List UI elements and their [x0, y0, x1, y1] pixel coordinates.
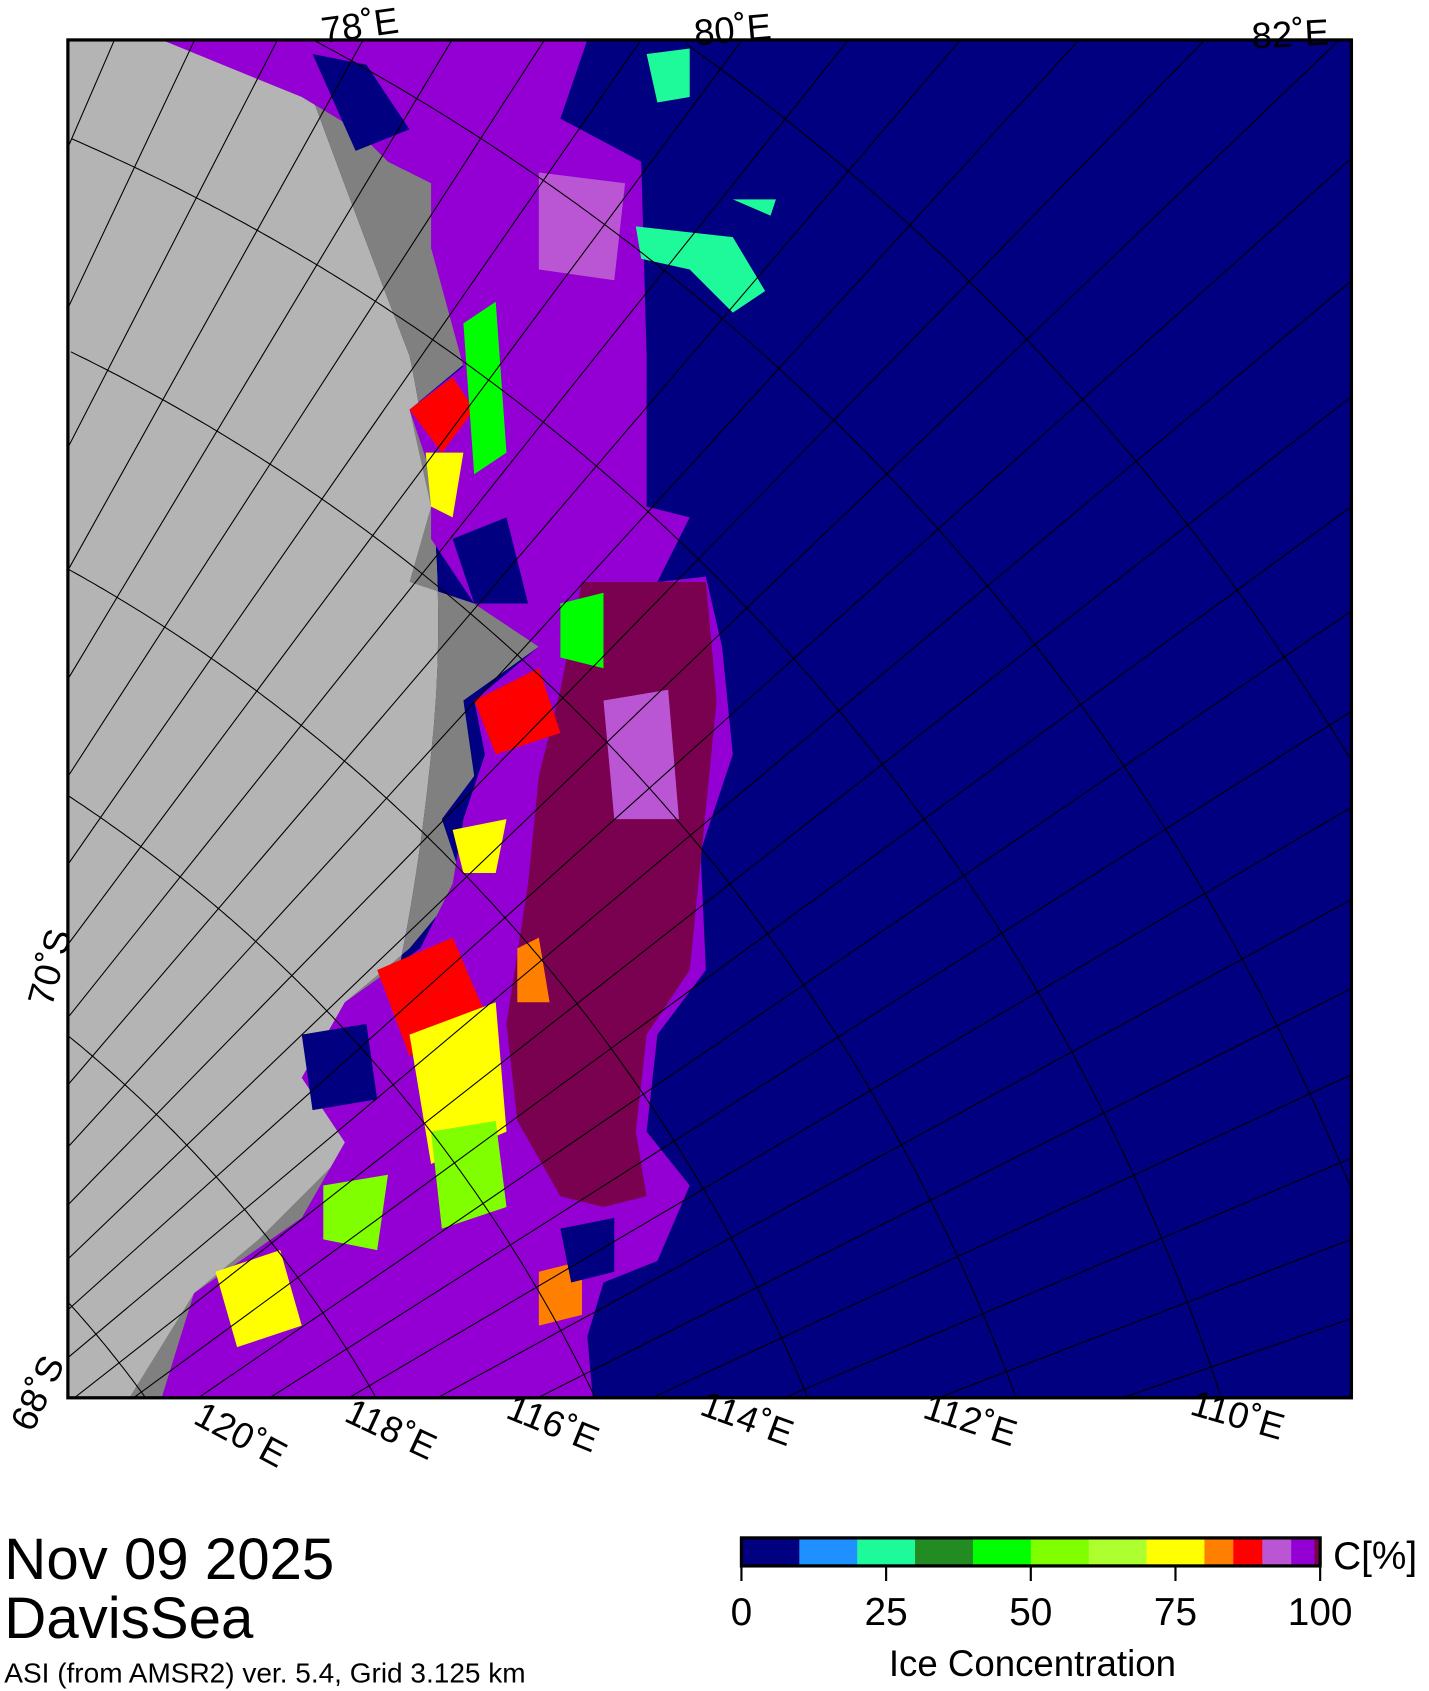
meridian-line — [537, 988, 1352, 1398]
parallel-line — [314, 40, 1352, 1189]
meridian-line — [938, 1238, 1352, 1398]
meridian-line — [133, 506, 1352, 1398]
marginal-ice-patches — [215, 48, 776, 1348]
meridian-line — [67, 39, 743, 945]
graticule — [67, 39, 1352, 1398]
meridian-line — [437, 899, 1352, 1398]
meridian-line — [67, 39, 1206, 1206]
colorbar-bin — [1146, 1537, 1205, 1566]
meridian-line — [67, 39, 278, 448]
meridian-line — [67, 39, 196, 309]
meridian-line — [67, 39, 1080, 1148]
meridian-line — [651, 1074, 1352, 1398]
meridian-line — [197, 610, 1352, 1398]
colorbar-ticks: 0 25 50 75 100 — [731, 1565, 1353, 1634]
meridian-line — [74, 396, 1352, 1398]
parallel-line — [68, 568, 808, 1397]
colorbar-tick-label: 100 — [1288, 1591, 1353, 1634]
colorbar-tick-label: 75 — [1154, 1591, 1197, 1634]
ice-shelf — [129, 39, 539, 1398]
colorbar-bin — [1204, 1537, 1234, 1566]
colorbar-bin — [1262, 1537, 1292, 1566]
colorbar-bin — [1233, 1537, 1263, 1566]
colorbar — [741, 1537, 1321, 1566]
meridian-line — [67, 39, 849, 1018]
meridian-line — [67, 39, 1340, 1260]
meridian-line — [348, 806, 1352, 1398]
date-title: Nov 09 2025 — [4, 1527, 334, 1592]
meridian-line — [67, 39, 642, 865]
colorbar-tick-label: 0 — [731, 1591, 753, 1634]
lon-labels-top: 78˚E 80˚E 82˚E — [319, 0, 1330, 57]
colorbar-bin — [1088, 1537, 1148, 1566]
meridian-line — [67, 39, 115, 148]
map-area — [67, 39, 1352, 1398]
colorbar-bin — [741, 1537, 800, 1566]
meridian-line — [1122, 1317, 1352, 1398]
parallel-line — [685, 43, 1351, 759]
meridian-line — [67, 39, 961, 1086]
colorbar-bin — [857, 1537, 916, 1566]
parallel-line — [67, 795, 595, 1396]
colorbar-bin — [972, 1537, 1032, 1566]
meridian-line — [269, 710, 1352, 1398]
region-title: DavisSea — [4, 1586, 254, 1651]
parallel-line — [71, 138, 1221, 1395]
parallel-line — [68, 1302, 146, 1398]
colorbar-tick-label: 50 — [1009, 1591, 1052, 1634]
lon-label: 120˚E — [188, 1393, 294, 1475]
data-source-caption: ASI (from AMSR2) ver. 5.4, Grid 3.125 km — [4, 1657, 525, 1688]
lon-label: 118˚E — [339, 1391, 442, 1468]
meridian-line — [67, 39, 545, 777]
meridian-line — [783, 1157, 1352, 1398]
colorbar-bin — [915, 1537, 974, 1566]
meridian-line — [67, 39, 453, 680]
colorbar-bin — [1030, 1537, 1090, 1566]
colorbar-bin — [799, 1537, 858, 1566]
parallel-line — [70, 351, 1016, 1396]
colorbar-unit: C[%] — [1333, 1535, 1417, 1578]
meridian-line — [67, 39, 364, 571]
map-frame — [66, 38, 1354, 1400]
lat-label: 68˚S — [2, 1349, 72, 1436]
colorbar-title: Ice Concentration — [889, 1643, 1176, 1684]
lon-label: 82˚E — [1251, 12, 1330, 57]
parallel-line — [68, 1036, 376, 1396]
meridian-line — [67, 157, 1352, 1311]
colorbar-bin — [1314, 1537, 1321, 1566]
lon-label: 80˚E — [692, 6, 773, 54]
colorbar-tick-label: 25 — [865, 1591, 908, 1634]
meridian-line — [67, 280, 1352, 1359]
colorbar-bin — [1291, 1537, 1315, 1566]
